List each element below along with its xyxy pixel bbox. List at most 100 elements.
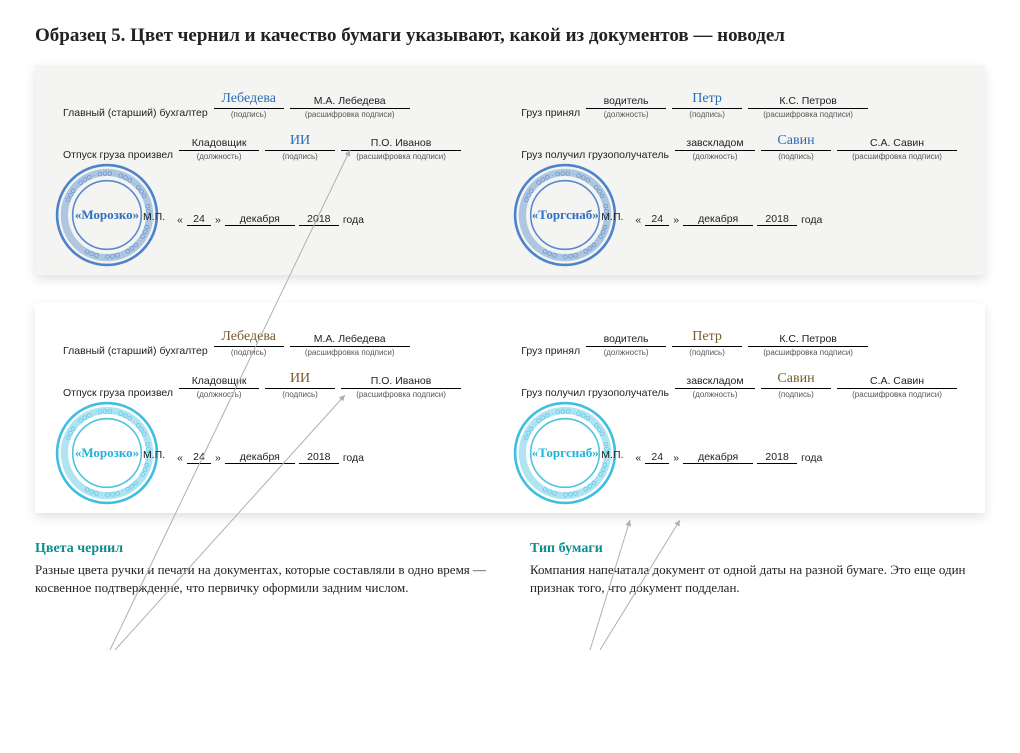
signature-field: Лебедева (подпись) [214,331,284,357]
name-value: М.А. Лебедева [290,331,410,347]
signature-field: Лебедева (подпись) [214,93,284,119]
signature-field: Савин (подпись) [761,373,831,399]
year-word: года [343,214,364,226]
mp-date-area: ООО · ООО · ООО · ООО · ООО · ООО · ООО … [63,177,491,257]
year-word: года [801,214,822,226]
date-day: 24 [187,451,211,464]
document-card-2: Главный (старший) бухгалтер Лебедева (по… [35,303,985,513]
doc-half-left: Главный (старший) бухгалтер Лебедева (по… [63,93,491,257]
chief-accountant-label: Главный (старший) бухгалтер [63,107,208,119]
date-day: 24 [187,213,211,226]
signature: Петр [692,329,722,345]
chief-accountant-label: Главный (старший) бухгалтер [63,345,208,357]
year-word: года [801,452,822,464]
quote-open: « [635,452,641,464]
signature-field: Савин (подпись) [761,135,831,161]
release-label: Отпуск груза произвел [63,387,173,399]
name-field: М.А. Лебедева (расшифровка подписи) [290,93,410,119]
signature-caption: (подпись) [214,348,284,357]
position-caption: (должность) [179,152,259,161]
annotation-body: Разные цвета ручки и печати на документа… [35,561,490,596]
name-field: М.А. Лебедева (расшифровка подписи) [290,331,410,357]
quote-open: « [635,214,641,226]
signature-caption: (подпись) [761,390,831,399]
quote-open: « [177,214,183,226]
signature: Лебедева [221,329,276,345]
annotation-paper-type: Тип бумаги Компания напечатала документ … [530,541,985,596]
name-field: К.С. Петров (расшифровка подписи) [748,331,868,357]
release-row: Отпуск груза произвел Кладовщик (должнос… [63,135,491,161]
signature-caption: (подпись) [672,348,742,357]
annotation-title: Цвета чернил [35,541,490,557]
stamp-company-name: «Морозко» [75,207,139,223]
date-year: 2018 [757,451,797,464]
name-value: С.А. Савин [837,373,957,389]
decipher-caption: (расшифровка подписи) [290,110,410,119]
signature-caption: (подпись) [265,390,335,399]
decipher-caption: (расшифровка подписи) [748,348,868,357]
name-value: М.А. Лебедева [290,93,410,109]
cargo-received-label: Груз получил грузополучатель [521,149,669,161]
year-word: года [343,452,364,464]
date-row: « 24 » декабря 2018 года [635,213,822,226]
date-month: декабря [225,213,295,226]
doc-halves: Главный (старший) бухгалтер Лебедева (по… [63,331,957,495]
release-label: Отпуск груза произвел [63,149,173,161]
signature: Лебедева [221,91,276,107]
position-caption: (должность) [675,152,755,161]
signature: ИИ [290,133,310,149]
quote-close: » [215,214,221,226]
position-field: Кладовщик (должность) [179,135,259,161]
position-field: завскладом (должность) [675,373,755,399]
position-caption: (должность) [586,110,666,119]
decipher-caption: (расшифровка подписи) [341,152,461,161]
cargo-accepted-label: Груз принял [521,107,580,119]
annotations: Цвета чернил Разные цвета ручки и печати… [35,541,985,596]
chief-accountant-row: Главный (старший) бухгалтер Лебедева (по… [63,331,491,357]
stamp-company-name: «Морозко» [75,445,139,461]
date-row: « 24 » декабря 2018 года [177,213,364,226]
doc-half-left: Главный (старший) бухгалтер Лебедева (по… [63,331,491,495]
position-field: водитель (должность) [586,93,666,119]
name-field: П.О. Иванов (расшифровка подписи) [341,373,461,399]
position-value: Кладовщик [179,135,259,151]
signature-field: Петр (подпись) [672,93,742,119]
cargo-accepted-label: Груз принял [521,345,580,357]
date-row: « 24 » декабря 2018 года [177,451,364,464]
position-value: водитель [586,331,666,347]
decipher-caption: (расшифровка подписи) [341,390,461,399]
name-field: С.А. Савин (расшифровка подписи) [837,135,957,161]
mp-date-area: ООО · ООО · ООО · ООО · ООО · ООО · ООО … [63,415,491,495]
cargo-received-row: Груз получил грузополучатель завскладом … [521,373,957,399]
cargo-accepted-row: Груз принял водитель (должность) Петр (п… [521,331,957,357]
signature-field: Петр (подпись) [672,331,742,357]
name-field: С.А. Савин (расшифровка подписи) [837,373,957,399]
position-value: завскладом [675,135,755,151]
position-caption: (должность) [586,348,666,357]
signature-caption: (подпись) [214,110,284,119]
annotation-ink-colors: Цвета чернил Разные цвета ручки и печати… [35,541,490,596]
date-month: декабря [225,451,295,464]
position-field: водитель (должность) [586,331,666,357]
decipher-caption: (расшифровка подписи) [290,348,410,357]
doc-half-right: Груз принял водитель (должность) Петр (п… [521,331,957,495]
date-year: 2018 [299,213,339,226]
position-value: водитель [586,93,666,109]
position-caption: (должность) [179,390,259,399]
signature: Савин [777,371,814,387]
signature-field: ИИ (подпись) [265,373,335,399]
mp-date-area: ООО · ООО · ООО · ООО · ООО · ООО · ООО … [521,177,957,257]
doc-half-right: Груз принял водитель (должность) Петр (п… [521,93,957,257]
stamp-company-name: «Торгснаб» [532,207,599,223]
mp-date-area: ООО · ООО · ООО · ООО · ООО · ООО · ООО … [521,415,957,495]
doc-halves: Главный (старший) бухгалтер Лебедева (по… [63,93,957,257]
mp-label: М.П. [143,211,165,223]
position-field: завскладом (должность) [675,135,755,161]
cargo-accepted-row: Груз принял водитель (должность) Петр (п… [521,93,957,119]
date-year: 2018 [299,451,339,464]
chief-accountant-row: Главный (старший) бухгалтер Лебедева (по… [63,93,491,119]
position-caption: (должность) [675,390,755,399]
position-value: завскладом [675,373,755,389]
quote-close: » [215,452,221,464]
signature: ИИ [290,371,310,387]
